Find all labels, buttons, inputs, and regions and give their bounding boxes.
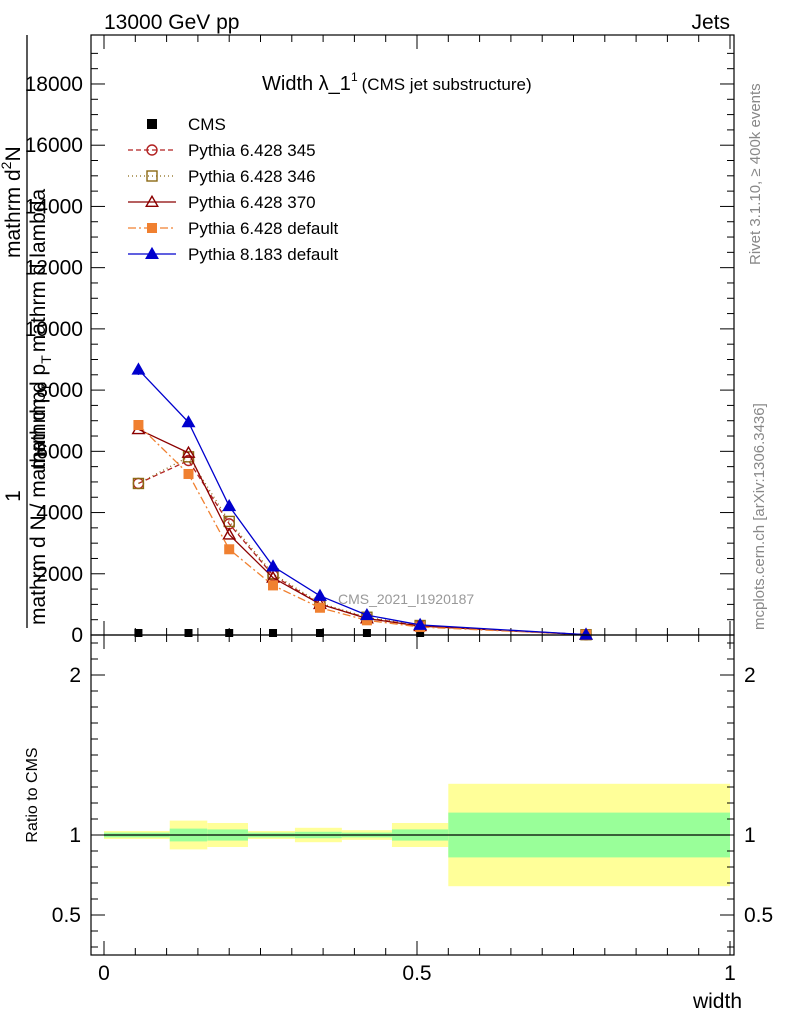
y-label-den1-text: mathrm d N / mathrm d p	[27, 392, 50, 625]
legend-label-cms: CMS	[188, 115, 226, 134]
y-tick-label: 2000	[36, 563, 83, 586]
y-label-num2: mathrm d2N	[0, 146, 25, 258]
series-point-pythia-8-183-default	[313, 588, 327, 601]
y-label-den2-rest: mathrm d lambda	[27, 189, 50, 353]
legend-marker-pythia-6-428-346	[146, 170, 158, 182]
series-point-cms	[225, 629, 234, 637]
ratio-tick-label-left: 1	[69, 824, 81, 847]
y-label-den1: mathrm d N / mathrm d pT	[27, 383, 54, 625]
ratio-tick-label-left: 0.5	[52, 904, 81, 927]
ratio-tick-label-right: 0.5	[744, 904, 773, 927]
y-label-num2-sup: 2	[0, 161, 14, 169]
series-point-pythia-8-183-default	[181, 415, 196, 428]
series-point-pythia-6-428-default	[133, 420, 144, 430]
y-label-den2-sub: T	[38, 355, 54, 364]
plot-title-sub: (CMS jet substructure)	[362, 75, 532, 94]
y-axis-label: 1 mathrm d N / mathrm d pT mathrm d2N ma…	[0, 35, 54, 628]
analysis-watermark: CMS_2021_I1920187	[338, 591, 474, 607]
series-point-cms	[134, 629, 143, 637]
series-line-pythia-6-428-370	[138, 428, 587, 636]
ratio-plot: 0 0.5 1 0.5 0.5 1 1 2 2	[52, 635, 773, 985]
y-tick-label: 0	[71, 624, 83, 647]
series-point-pythia-8-183-default	[413, 617, 428, 630]
plot-title-main: Width λ_1	[262, 73, 351, 95]
legend-marker-pythia-8-183-default	[145, 246, 159, 260]
legend-label-pythia-6-428-346: Pythia 6.428 346	[188, 167, 316, 186]
series-point-pythia-6-428-370	[181, 445, 196, 458]
y-tick-label: 6000	[36, 440, 83, 463]
series-line-pythia-8-183-default	[137, 369, 587, 636]
x-tick-label: 0.5	[402, 962, 431, 985]
series-point-cms	[362, 629, 371, 637]
legend-label-pythia-8-183-default: Pythia 8.183 default	[188, 245, 339, 264]
series-point-pythia-8-183-default	[579, 627, 593, 640]
ratio-frame	[90, 634, 735, 956]
x-tick-label: 1	[724, 962, 736, 985]
plot-title-sup: 1	[351, 70, 358, 84]
x-axis-label: width	[692, 990, 742, 1013]
series-line-pythia-6-428-default	[137, 424, 587, 636]
legend-marker-pythia-6-428-default	[147, 223, 157, 233]
series-point-pythia-6-428-default	[224, 544, 235, 555]
y-tick-label: 16000	[25, 134, 83, 157]
x-tick-label: 0	[98, 962, 110, 985]
ratio-tick-label-left: 2	[69, 664, 81, 687]
rivet-label: Rivet 3.1.10, ≥ 400k events	[747, 83, 764, 265]
y-label-num2-rest: N	[2, 146, 25, 161]
series-point-cms	[416, 629, 425, 637]
y-tick-label: 12000	[25, 257, 83, 280]
series-point-cms	[269, 629, 278, 637]
y-tick-label: 4000	[36, 502, 83, 525]
y-label-den1-sub: T	[38, 383, 54, 392]
y-label-den2-text: mathrm d p	[27, 364, 50, 470]
header-jets: Jets	[691, 11, 730, 34]
series-point-pythia-8-183-default	[222, 498, 237, 512]
series-line-pythia-6-428-346	[138, 455, 587, 636]
mcplots-label: mcplots.cern.ch [arXiv:1306.3436]	[751, 403, 768, 630]
series-point-pythia-6-428-default	[183, 468, 194, 479]
y-tick-label: 18000	[25, 73, 83, 96]
series-point-cms	[184, 629, 193, 637]
y-tick-label: 8000	[36, 379, 83, 402]
series-point-pythia-8-183-default	[131, 362, 146, 375]
main-plot: 0 2000 4000 6000 8000 10000 12000 14000 16000 180…	[25, 35, 734, 647]
legend-marker-pythia-6-428-370	[145, 194, 159, 208]
legend: CMS Pythia 6.428 345 Pythia 6.428 346 Pythi…	[128, 115, 339, 264]
legend-label-pythia-6-428-345: Pythia 6.428 345	[188, 141, 316, 160]
legend-marker-pythia-6-428-345	[146, 144, 158, 156]
series-point-pythia-6-428-346	[223, 515, 235, 528]
series-point-cms	[315, 629, 324, 637]
ratio-tick-label-right: 1	[744, 824, 756, 847]
series-point-pythia-6-428-default	[268, 580, 279, 591]
legend-marker-cms	[147, 119, 157, 129]
y-tick-label: 10000	[25, 318, 83, 341]
legend-label-pythia-6-428-370: Pythia 6.428 370	[188, 193, 316, 212]
series-point-pythia-6-428-346	[132, 477, 145, 490]
plot-title: Width λ_11 (CMS jet substructure)	[262, 70, 532, 95]
header-energy: 13000 GeV pp	[104, 11, 239, 34]
y-label-prefix: 1	[2, 490, 25, 502]
series-point-pythia-6-428-default	[314, 602, 325, 613]
series-point-pythia-6-428-370	[222, 527, 237, 540]
y-tick-label: 14000	[25, 195, 83, 218]
y-label-den2: mathrm d pTmathrm d lambda	[27, 189, 54, 470]
ratio-tick-label-right: 2	[744, 664, 756, 687]
series-point-pythia-8-183-default	[359, 607, 374, 621]
y-label-num2-text: mathrm d	[2, 169, 25, 258]
ratio-y-label: Ratio to CMS	[24, 747, 41, 842]
series-point-pythia-8-183-default	[266, 559, 280, 572]
legend-label-pythia-6-428-default: Pythia 6.428 default	[188, 219, 339, 238]
series-point-pythia-6-428-default	[361, 615, 372, 626]
